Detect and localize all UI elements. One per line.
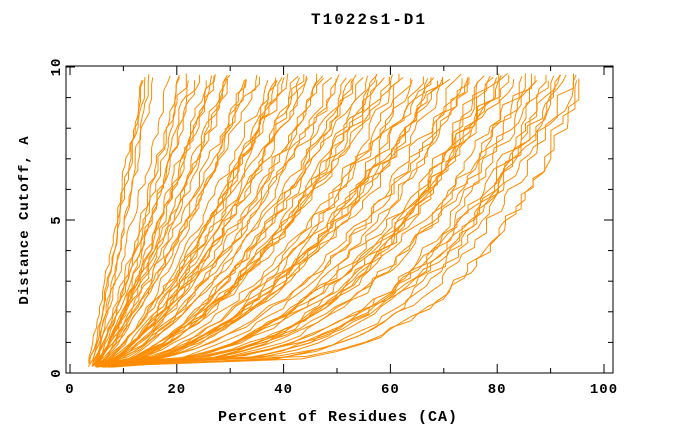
model-curve: [92, 80, 144, 364]
y-tick-label: 10: [49, 58, 65, 77]
model-curve: [101, 79, 413, 365]
x-tick-label: 100: [590, 382, 618, 398]
x-tick-label: 20: [167, 382, 186, 398]
model-curve: [91, 75, 228, 367]
model-curve: [114, 74, 562, 365]
model-curve: [105, 76, 523, 365]
model-curve: [91, 73, 187, 367]
model-curve: [100, 78, 324, 368]
model-curve: [103, 75, 485, 364]
model-curve: [95, 74, 305, 368]
model-curve: [109, 80, 480, 366]
model-curve: [110, 73, 500, 367]
model-curve: [101, 78, 412, 364]
model-curve: [98, 77, 333, 367]
model-curve: [101, 73, 318, 368]
model-curve: [112, 80, 538, 364]
axis-ticks: [66, 66, 613, 374]
model-curve: [98, 78, 337, 368]
model-curve: [108, 73, 574, 364]
model-curve: [98, 74, 393, 366]
x-tick-label: 80: [488, 382, 507, 398]
model-curve: [101, 78, 451, 367]
model-curve: [106, 80, 578, 367]
model-curve: [99, 73, 400, 366]
model-curve: [105, 74, 547, 365]
model-curve: [111, 73, 533, 368]
model-curve: [96, 78, 352, 368]
model-curve: [106, 77, 385, 365]
model-curve: [104, 76, 390, 368]
model-curve: [107, 80, 438, 368]
model-curve: [95, 80, 269, 367]
x-tick-label: 0: [65, 382, 74, 398]
model-curve: [94, 74, 150, 364]
model-curve: [102, 77, 429, 365]
chart-title: T1022s1-D1: [311, 11, 427, 29]
axis-tick-labels: 0 20 40 60 80 100 0 5 10: [49, 58, 618, 398]
model-curve: [109, 74, 567, 365]
model-curve: [88, 80, 143, 364]
model-curve: [94, 74, 216, 367]
model-curve: [87, 74, 180, 368]
model-curve: [88, 75, 171, 364]
model-curve: [106, 80, 549, 367]
model-curve: [102, 75, 502, 366]
model-curve: [97, 74, 378, 367]
model-curve: [110, 74, 561, 366]
model-curve: [99, 78, 247, 365]
model-curve: [96, 74, 357, 366]
model-curve: [97, 75, 215, 365]
model-curve: [110, 78, 580, 364]
model-curve: [104, 73, 508, 366]
model-curve: [104, 77, 364, 368]
x-tick-label: 40: [274, 382, 293, 398]
model-curve: [99, 74, 258, 365]
x-axis-label: Percent of Residues (CA): [218, 409, 458, 426]
model-curve: [105, 75, 536, 366]
model-curve: [106, 74, 577, 364]
model-curve: [94, 77, 285, 366]
model-curve: [95, 75, 307, 368]
model-curve: [95, 80, 196, 367]
y-tick-label: 0: [49, 368, 65, 377]
model-curve: [97, 77, 347, 367]
model-curve: [108, 76, 494, 364]
model-curve: [111, 73, 526, 366]
model-curve: [94, 76, 260, 366]
y-tick-label: 5: [49, 215, 65, 224]
model-curve: [95, 80, 189, 367]
x-tick-label: 60: [381, 382, 400, 398]
model-curve: [100, 77, 277, 365]
model-curve: [96, 75, 324, 367]
model-curve: [112, 74, 510, 366]
model-curves: [87, 73, 580, 368]
model-curve: [109, 78, 469, 364]
y-axis-label: Distance Cutoff, A: [17, 135, 33, 304]
